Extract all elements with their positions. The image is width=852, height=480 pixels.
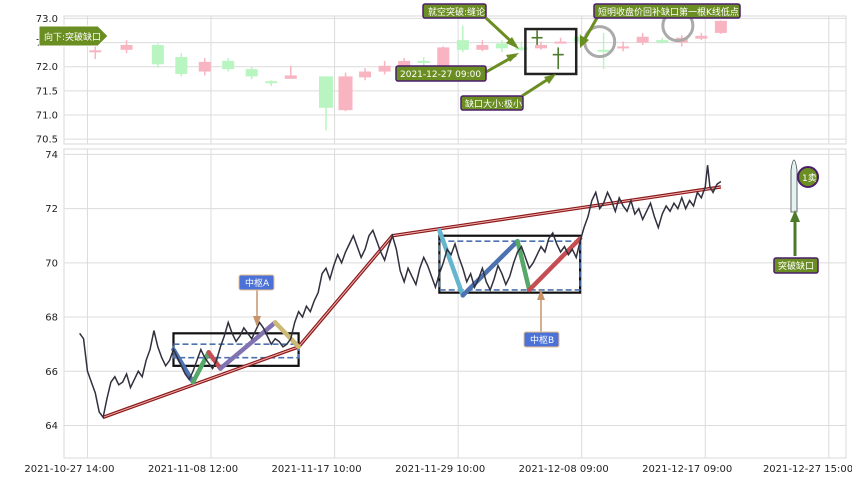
candles [89, 20, 727, 131]
candle-body [318, 76, 333, 108]
annotation-text: 短明收盘价回补缺口第一根K线低点 [598, 6, 739, 18]
y-tick-label: 68 [45, 313, 58, 324]
gap-box [524, 27, 578, 76]
annotation-text: 中枢A [245, 277, 270, 289]
candle-body [151, 44, 164, 65]
candle-body [89, 50, 102, 53]
zhongshu-inner [438, 240, 581, 291]
candle-body [338, 76, 353, 111]
x-tick-label: 2021-11-29 10:00 [395, 464, 485, 475]
candle-body [535, 44, 548, 49]
candle-body [398, 60, 411, 66]
candle-body [265, 81, 278, 84]
breakout-gap-marker: 突破缺口 [773, 159, 819, 274]
annotation-gap-size: 缺口大小:极小 [460, 74, 556, 111]
candle-body [120, 44, 133, 50]
candle-body [695, 35, 708, 39]
x-tick-label: 2021-11-17 10:00 [272, 464, 362, 475]
x-tick-label: 2021-10-27 14:00 [24, 464, 114, 475]
annotation-gap-fill: 短明收盘价回补缺口第一根K线低点 [580, 3, 741, 48]
candle-body [245, 69, 258, 77]
y-tick-label: 72 [45, 204, 58, 215]
annotation-text: 缺口大小:极小 [465, 98, 522, 110]
candle-body [554, 41, 567, 44]
candle-body [495, 43, 508, 49]
bottom-plot-area [63, 148, 847, 459]
candle-body [284, 75, 297, 79]
bi-stroke [206, 350, 223, 371]
annotation-text: 突破缺口 [778, 260, 814, 272]
x-tick-label: 2021-11-08 12:00 [148, 464, 238, 475]
candle-body [378, 65, 391, 72]
bi-stroke [460, 238, 520, 298]
sell-signal-text: 1卖 [802, 173, 817, 184]
y-tick-label: 70 [45, 258, 58, 269]
candle-body [359, 71, 372, 78]
top-panel: 70.571.071.572.072.573.0 向下:突破缺口 就空突破:缝论… [36, 3, 847, 146]
sell-signal: 1卖 [797, 166, 819, 188]
annotation-breakout-down: 向下:突破缺口 [38, 25, 109, 47]
price-line [79, 165, 722, 420]
annotation-stroke-theory: 就空突破:缝论 [422, 3, 519, 49]
bi-stroke [190, 350, 211, 385]
annotation-text: 就空突破:缝论 [428, 6, 485, 18]
zhongshu-a-label: 中枢A [238, 274, 275, 327]
candle-body [456, 40, 469, 50]
trend-line-highlight [102, 186, 721, 418]
y-tick-label: 72.0 [36, 62, 58, 73]
bottom-y-ticks: 64 66 68 70 72 74 [45, 150, 58, 432]
candle-body [222, 60, 235, 70]
candle-body [437, 47, 450, 67]
candle-body [636, 36, 649, 43]
candle-body [515, 47, 528, 50]
candle-body [617, 46, 630, 49]
y-tick-label: 66 [45, 367, 58, 378]
y-tick-label: 64 [45, 421, 58, 432]
annotation-text: 2021-12-27 09:00 [400, 70, 481, 80]
x-tick-label: 2021-12-17 09:00 [642, 464, 732, 475]
bottom-panel: 64 66 68 70 72 74 2021-10-27 14:00 2021-11-08 … [24, 148, 852, 475]
annotation-text: 向下:突破缺口 [44, 31, 101, 43]
annotation-timestamp: 2021-12-27 09:00 [395, 53, 519, 82]
candle-body [417, 60, 430, 63]
y-tick-label: 73.0 [36, 14, 58, 25]
annotation-text: 中枢B [530, 334, 554, 346]
y-tick-label: 71.0 [36, 111, 58, 122]
x-ticks: 2021-10-27 14:00 2021-11-08 12:00 2021-11-… [24, 464, 852, 475]
candle-body [714, 20, 727, 33]
zhongshu-b-label: 中枢B [523, 289, 560, 348]
x-tick-label: 2021-12-08 09:00 [519, 464, 609, 475]
candle-body [656, 40, 669, 43]
candle-body [476, 44, 489, 50]
candle-body [198, 61, 211, 72]
x-tick-label: 2021-12-27 15:00 [763, 464, 852, 475]
candle-body [175, 57, 188, 74]
bottom-grid [64, 149, 846, 458]
y-tick-label: 74 [45, 150, 58, 161]
bi-stroke [527, 236, 583, 293]
bi-stroke [437, 228, 466, 298]
bi-stroke [218, 320, 278, 371]
y-tick-label: 70.5 [36, 135, 58, 146]
y-tick-label: 71.5 [36, 86, 58, 97]
candle-body [597, 49, 610, 52]
bi-stroke [272, 320, 301, 350]
